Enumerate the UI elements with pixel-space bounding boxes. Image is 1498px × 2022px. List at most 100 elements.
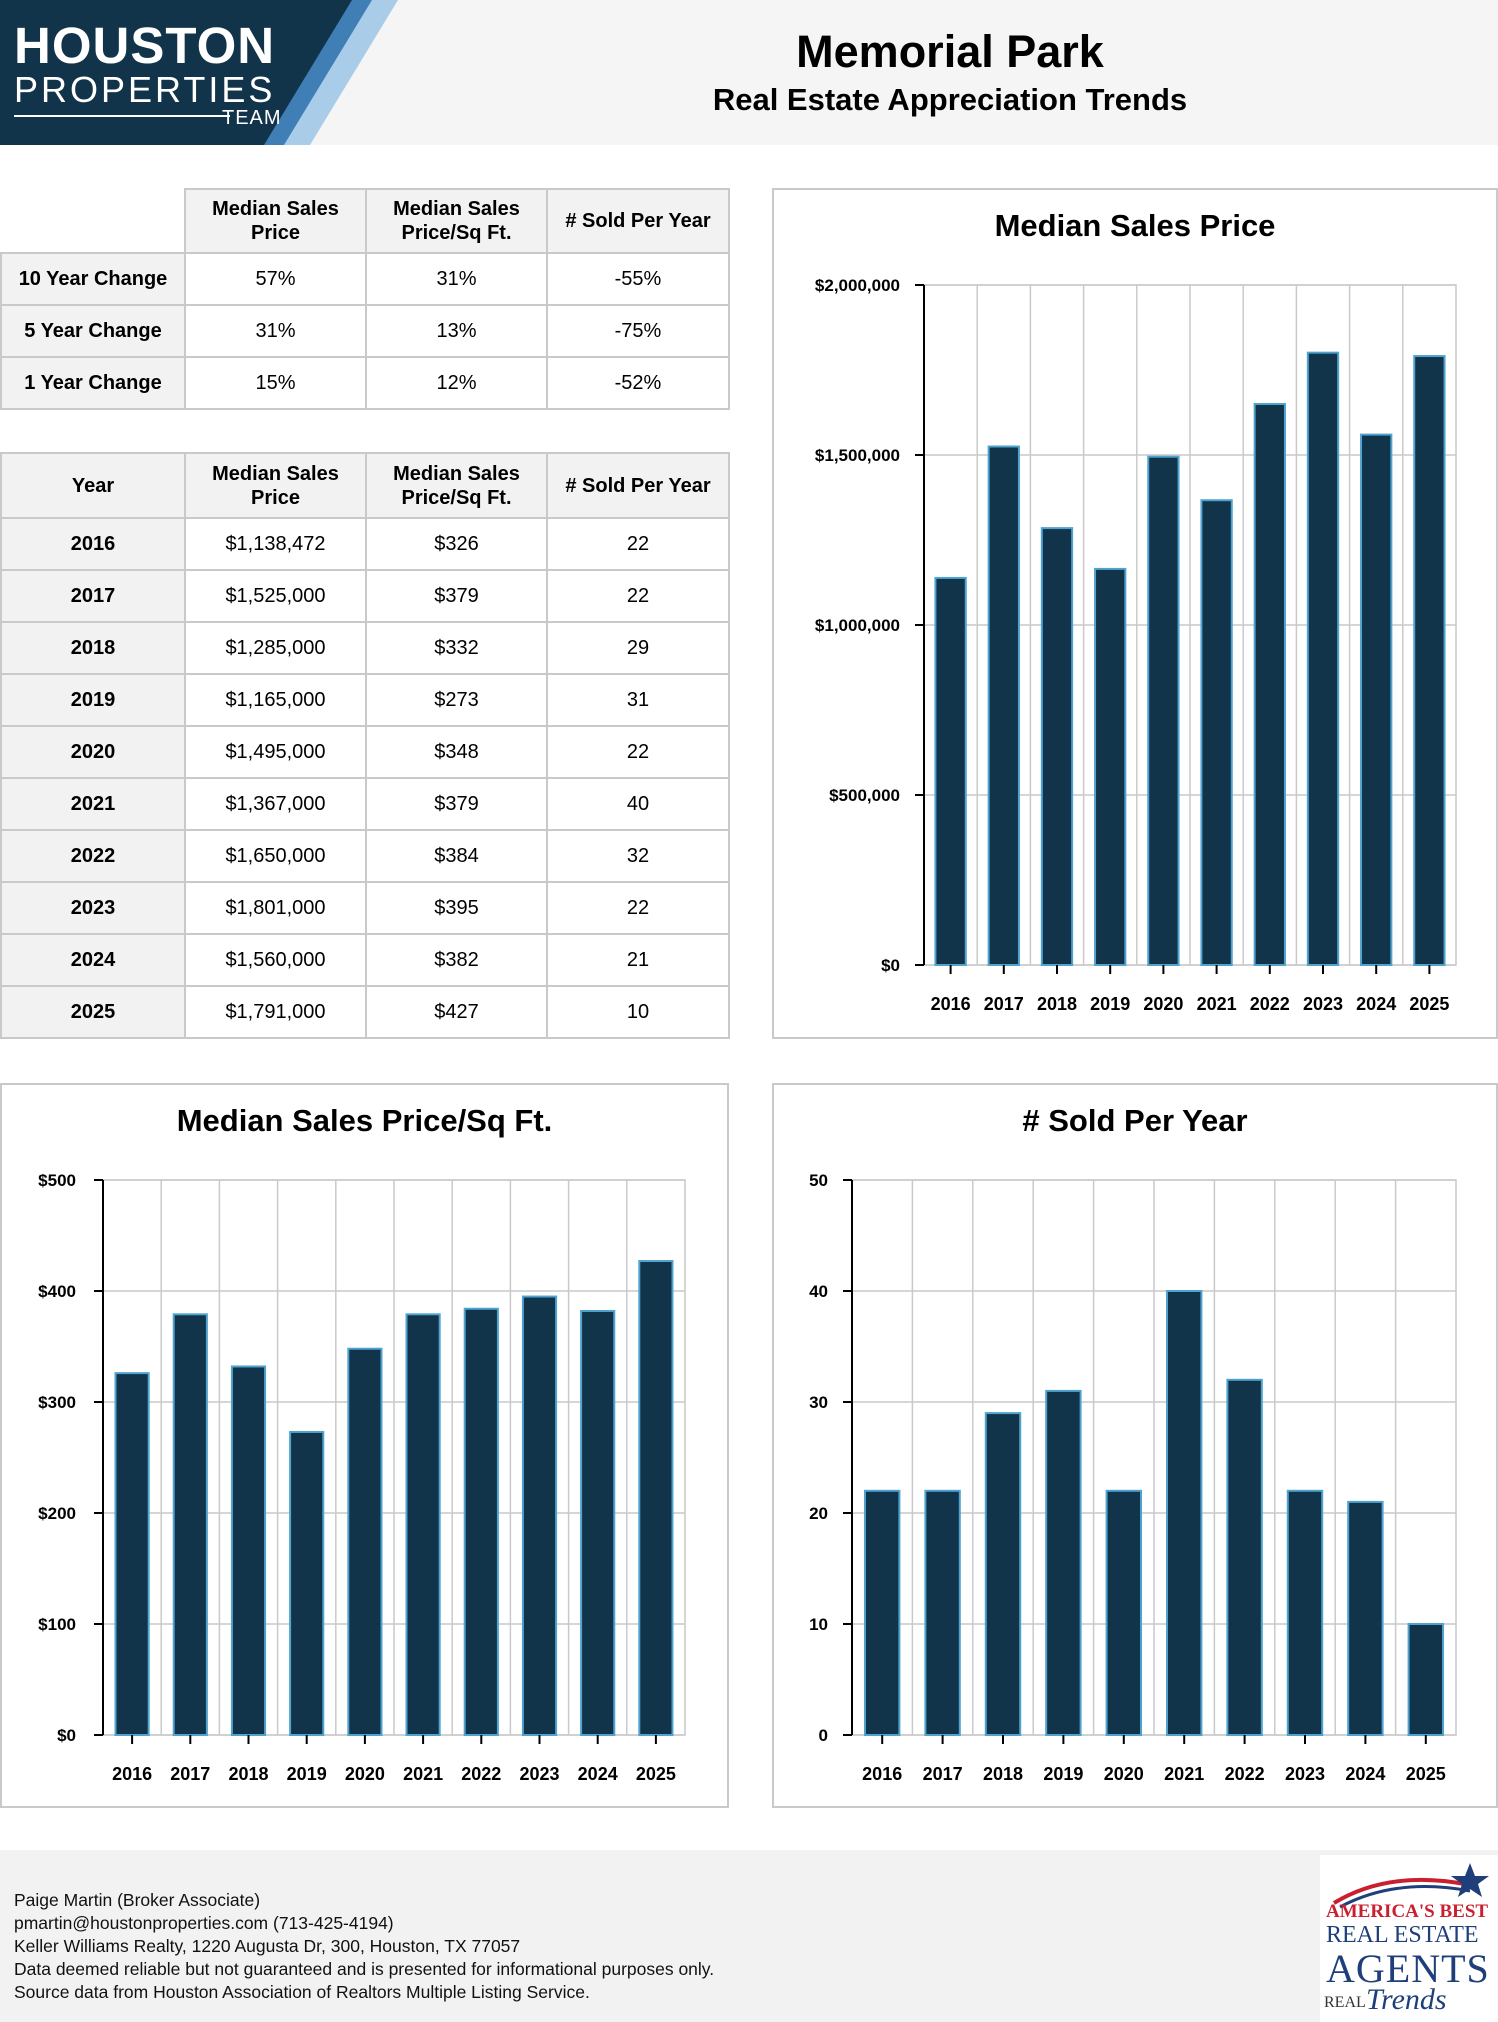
year-cell: 2019 xyxy=(0,673,186,727)
logo-line-properties: PROPERTIES xyxy=(14,69,276,110)
table-cell: $427 xyxy=(365,985,548,1039)
table-cell: 31% xyxy=(184,304,367,358)
change-table: Median Sales Price Median Sales Price/Sq… xyxy=(0,188,730,410)
x-tick-label: 2019 xyxy=(1043,1764,1083,1784)
table-cell: $1,650,000 xyxy=(184,829,367,883)
y-tick-label: $100 xyxy=(38,1615,76,1634)
bar xyxy=(1040,527,1074,966)
table-row: 2024 $1,560,000 $382 21 xyxy=(0,933,730,987)
table-row: 2019 $1,165,000 $273 31 xyxy=(0,673,730,727)
x-tick-label: 2019 xyxy=(1090,994,1130,1014)
x-tick-label: 2024 xyxy=(1345,1764,1385,1784)
sold-per-year-chart-panel: # Sold Per Year 0 10 20 30 40 50 2016 2017 2018 2… xyxy=(772,1083,1498,1808)
bar xyxy=(987,445,1020,966)
y-tick-label: $2,000,000 xyxy=(815,276,900,295)
x-tick-label: 2016 xyxy=(112,1764,152,1784)
page-title: Memorial Park xyxy=(796,26,1104,77)
x-tick-label: 2023 xyxy=(519,1764,559,1784)
y-tick-label: 10 xyxy=(809,1615,828,1634)
year-cell: 2024 xyxy=(0,933,186,987)
table-cell: 32 xyxy=(546,829,730,883)
chart-title: Median Sales Price xyxy=(994,208,1276,243)
table-cell: $395 xyxy=(365,881,548,935)
bar xyxy=(463,1307,499,1736)
table-row: 2018 $1,285,000 $332 29 xyxy=(0,621,730,675)
x-tick-label: 2020 xyxy=(345,1764,385,1784)
x-tick-label: 2017 xyxy=(170,1764,210,1784)
bar xyxy=(638,1260,674,1736)
bar xyxy=(1094,567,1127,966)
table-corner xyxy=(1,189,186,254)
table-cell: 31% xyxy=(365,252,548,306)
y-tick-label: $400 xyxy=(38,1282,76,1301)
x-tick-label: 2024 xyxy=(578,1764,618,1784)
x-tick-label: 2021 xyxy=(1197,994,1237,1014)
table-cell: $348 xyxy=(365,725,548,779)
table-cell: $384 xyxy=(365,829,548,883)
column-header: Median Sales Price/Sq Ft. xyxy=(365,452,548,519)
agent-name: Paige Martin (Broker Associate) xyxy=(14,1890,261,1910)
badge-line-2: REAL ESTATE xyxy=(1326,1922,1479,1948)
bar xyxy=(230,1365,267,1736)
table-row: 5 Year Change 31% 13% -75% xyxy=(0,304,730,358)
x-tick-label: 2023 xyxy=(1303,994,1343,1014)
y-tick-label: $1,000,000 xyxy=(815,616,900,635)
table-cell: $332 xyxy=(365,621,548,675)
table-cell: $1,165,000 xyxy=(184,673,367,727)
y-tick-label: 50 xyxy=(809,1171,828,1190)
table-cell: 13% xyxy=(365,304,548,358)
year-table-header: Year Median Sales Price Median Sales Pri… xyxy=(0,452,730,519)
y-tick-label: $1,500,000 xyxy=(815,446,900,465)
column-header: Median Sales Price xyxy=(184,188,367,254)
x-tick-label: 2018 xyxy=(228,1764,268,1784)
x-tick-label: 2016 xyxy=(931,994,971,1014)
y-tick-label: 40 xyxy=(809,1282,828,1301)
year-cell: 2018 xyxy=(0,621,186,675)
table-cell: 29 xyxy=(546,621,730,675)
badge-line-3: AGENTS xyxy=(1326,1946,1490,1991)
bar xyxy=(1045,1389,1082,1736)
table-row: 2022 $1,650,000 $384 32 xyxy=(0,829,730,883)
y-tick-label: $200 xyxy=(38,1504,76,1523)
table-cell: 22 xyxy=(546,517,730,571)
x-tick-label: 2016 xyxy=(862,1764,902,1784)
x-tick-label: 2021 xyxy=(403,1764,443,1784)
column-header: # Sold Per Year xyxy=(546,452,730,519)
page-subtitle: Real Estate Appreciation Trends xyxy=(712,82,1188,117)
table-row: 2016 $1,138,472 $326 22 xyxy=(0,517,730,571)
houston-properties-logo[interactable]: HOUSTON PROPERTIES TEAM xyxy=(0,0,410,145)
bar xyxy=(1286,1489,1324,1736)
table-row: 1 Year Change 15% 12% -52% xyxy=(0,356,730,410)
year-table: Year Median Sales Price Median Sales Pri… xyxy=(0,452,730,1039)
table-row: 2020 $1,495,000 $348 22 xyxy=(0,725,730,779)
row-label: 5 Year Change xyxy=(0,304,186,358)
table-cell: $1,791,000 xyxy=(184,985,367,1039)
table-cell: 40 xyxy=(546,777,730,831)
bar xyxy=(1347,1500,1384,1736)
table-cell: -55% xyxy=(546,252,730,306)
price-per-sqft-chart: $0 $100 $200 $300 $400 $500 2016 2017 2018 2019 20… xyxy=(38,1171,686,1784)
x-tick-label: 2018 xyxy=(1037,994,1077,1014)
bar xyxy=(924,1489,961,1736)
chart-title: Median Sales Price/Sq Ft. xyxy=(176,1103,553,1138)
x-tick-label: 2025 xyxy=(1409,994,1449,1014)
x-tick-label: 2024 xyxy=(1356,994,1396,1014)
column-header: # Sold Per Year xyxy=(546,188,730,254)
x-tick-label: 2022 xyxy=(1250,994,1290,1014)
table-row: 2023 $1,801,000 $395 22 xyxy=(0,881,730,935)
median-price-chart-panel: Median Sales Price $0 $500,000 $1,000,000 $… xyxy=(772,188,1498,1039)
disclaimer: Data deemed reliable but not guaranteed … xyxy=(14,1959,715,1979)
y-tick-label: 0 xyxy=(819,1726,828,1745)
column-header: Median Sales Price/Sq Ft. xyxy=(365,188,548,254)
x-tick-label: 2025 xyxy=(1406,1764,1446,1784)
table-cell: $1,285,000 xyxy=(184,621,367,675)
year-cell: 2022 xyxy=(0,829,186,883)
bar xyxy=(1413,355,1446,966)
bar xyxy=(1253,403,1286,966)
table-row: 2025 $1,791,000 $427 10 xyxy=(0,985,730,1039)
americas-best-badge[interactable]: AMERICA'S BEST REAL ESTATE AGENTS REAL T… xyxy=(1320,1855,1498,2022)
bar xyxy=(1200,499,1233,966)
table-cell: $382 xyxy=(365,933,548,987)
agent-contact[interactable]: pmartin@houstonproperties.com (713-425-4… xyxy=(14,1913,394,1933)
sold-per-year-chart: 0 10 20 30 40 50 2016 2017 2018 2019 2020 2021 2022 2… xyxy=(809,1171,1457,1784)
